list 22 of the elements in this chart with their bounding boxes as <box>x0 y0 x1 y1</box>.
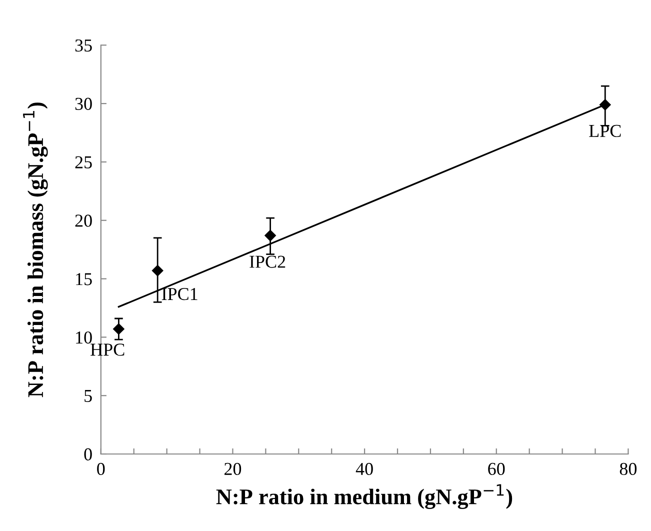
y-tick-label: 5 <box>84 390 92 402</box>
y-tick-label: 0 <box>84 448 92 460</box>
x-tick-label: 80 <box>620 462 637 476</box>
y-tick-label: 25 <box>75 156 92 168</box>
y-tick-label: 15 <box>76 273 92 286</box>
point <box>113 323 124 335</box>
annotation: IPC2 <box>250 256 286 268</box>
y-tick-label: 20 <box>75 214 92 227</box>
point <box>264 230 276 242</box>
x-tick-label: 40 <box>356 462 373 476</box>
y-tick-label: 35 <box>75 39 92 52</box>
x-axis-title: N:P ratio in medium (gN.gP$^{−1}$) <box>216 484 512 510</box>
x-tick-label: 20 <box>224 462 242 476</box>
x-tick-label: 60 <box>488 462 505 476</box>
y-axis-title: N:P ratio in biomass (gN.gP$^{−1}$) <box>23 102 48 398</box>
x-tick-label: 0 <box>97 462 105 476</box>
y-tick-label: 30 <box>75 98 92 110</box>
point <box>600 99 611 110</box>
annotation: HPC <box>90 344 124 356</box>
annotation: IPC1 <box>162 288 198 300</box>
point <box>152 264 164 276</box>
y-tick-label: 10 <box>76 331 92 344</box>
